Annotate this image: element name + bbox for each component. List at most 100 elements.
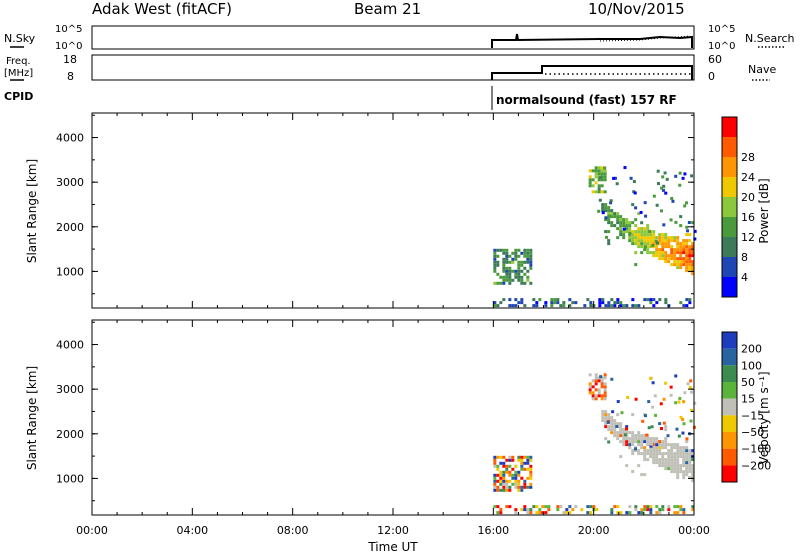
range-cell xyxy=(661,464,665,468)
range-cell xyxy=(646,443,650,447)
range-cell xyxy=(631,298,635,302)
range-cell xyxy=(649,455,653,459)
range-cell xyxy=(526,278,530,282)
range-cell xyxy=(499,511,503,515)
range-cell xyxy=(655,458,659,462)
range-cell xyxy=(643,458,647,462)
colorbar-tick-label: −100 xyxy=(741,443,771,456)
range-cell xyxy=(610,377,614,381)
range-cell xyxy=(682,242,686,246)
range-cell xyxy=(664,301,668,305)
range-cell xyxy=(685,446,689,450)
range-cell xyxy=(676,260,680,264)
range-cell xyxy=(685,298,689,302)
range-cell xyxy=(670,257,674,261)
range-cell xyxy=(667,443,671,447)
range-cell xyxy=(514,272,518,276)
range-cell xyxy=(599,375,603,379)
range-cell xyxy=(544,304,548,308)
range-cell xyxy=(610,298,614,302)
range-cell xyxy=(520,464,524,468)
range-cell xyxy=(526,458,530,462)
range-cell xyxy=(682,304,686,308)
power-data-layer xyxy=(493,166,697,308)
range-cell xyxy=(496,304,500,308)
range-cell xyxy=(667,245,671,249)
velocity-ticks: 1000 2000 3000 4000 xyxy=(56,320,695,515)
range-cell xyxy=(655,440,659,444)
range-cell xyxy=(631,431,635,435)
range-cell xyxy=(505,278,509,282)
range-cell xyxy=(538,298,542,302)
range-cell xyxy=(588,388,592,392)
range-cell xyxy=(601,416,605,420)
range-cell xyxy=(664,464,668,468)
range-cell xyxy=(682,422,686,426)
range-cell xyxy=(604,230,608,234)
range-cell xyxy=(670,449,674,453)
x-axis-labels: 00:00 04:00 08:00 12:00 16:00 20:00 00:00 xyxy=(76,524,710,537)
range-cell xyxy=(529,455,533,459)
range-cell xyxy=(619,511,623,515)
range-cell xyxy=(586,511,590,515)
range-cell xyxy=(616,437,620,441)
range-cell xyxy=(603,397,607,401)
range-cell xyxy=(679,446,683,450)
range-cell xyxy=(676,236,680,240)
range-cell xyxy=(675,427,679,431)
range-cell xyxy=(493,485,497,489)
range-cell xyxy=(670,236,674,240)
range-cell xyxy=(607,214,611,218)
freq-tick-bottom: 8 xyxy=(67,70,74,83)
range-cell xyxy=(688,263,692,267)
range-cell xyxy=(676,263,680,267)
range-cell xyxy=(529,476,533,480)
range-cell xyxy=(628,505,632,509)
range-cell xyxy=(600,379,604,383)
range-cell xyxy=(656,241,660,245)
y-tick-label: 3000 xyxy=(56,176,84,189)
range-cell xyxy=(553,301,557,305)
range-cell xyxy=(562,301,566,305)
range-cell xyxy=(615,182,619,186)
range-cell xyxy=(646,505,650,509)
range-cell xyxy=(628,431,632,435)
colorbar-tick-label: 20 xyxy=(741,191,755,204)
range-cell xyxy=(505,464,509,468)
freq-unit: [MHz] xyxy=(4,68,33,79)
range-cell xyxy=(643,505,647,509)
range-cell xyxy=(676,473,680,477)
colorbar-swatch xyxy=(722,277,737,297)
range-cell xyxy=(594,169,598,173)
range-cell xyxy=(649,251,653,255)
range-cell xyxy=(580,508,584,512)
range-cell xyxy=(625,227,629,231)
range-cell xyxy=(502,269,506,273)
range-cell xyxy=(676,239,680,243)
range-cell xyxy=(529,263,533,267)
range-cell xyxy=(493,301,497,305)
range-cell xyxy=(508,304,512,308)
range-cell xyxy=(667,458,671,462)
range-cell xyxy=(505,269,509,273)
range-cell xyxy=(655,248,659,252)
range-cell xyxy=(499,455,503,459)
range-cell xyxy=(520,508,524,512)
range-cell xyxy=(511,257,515,261)
range-cell xyxy=(655,245,659,249)
range-cell xyxy=(673,511,677,515)
range-cell xyxy=(628,437,632,441)
colorbar-swatch xyxy=(722,415,737,432)
x-tick-label: 16:00 xyxy=(477,524,509,537)
range-cell xyxy=(682,251,686,255)
range-cell xyxy=(496,260,500,264)
range-cell xyxy=(625,218,629,222)
range-cell xyxy=(679,301,683,305)
range-cell xyxy=(676,452,680,456)
range-cell xyxy=(685,263,689,267)
range-cell xyxy=(517,488,521,492)
range-cell xyxy=(643,455,647,459)
range-cell xyxy=(604,437,608,441)
range-cell xyxy=(640,443,644,447)
range-cell xyxy=(529,482,533,486)
